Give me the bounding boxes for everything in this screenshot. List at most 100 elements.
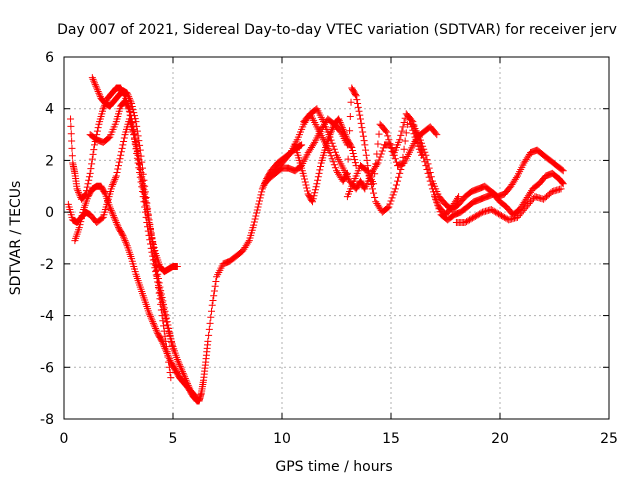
- data-point: [253, 209, 261, 217]
- data-point: [311, 186, 319, 194]
- data-point: [302, 181, 310, 189]
- data-point: [75, 188, 83, 196]
- data-point: [525, 200, 533, 208]
- data-point: [85, 176, 93, 184]
- data-point: [399, 123, 407, 131]
- data-point: [373, 161, 381, 169]
- data-point: [326, 149, 334, 157]
- data-point: [326, 131, 334, 139]
- data-point: [477, 209, 485, 217]
- data-point: [311, 189, 319, 197]
- data-point: [346, 127, 354, 135]
- data-point: [396, 136, 404, 144]
- data-point: [93, 84, 101, 92]
- data-point: [212, 278, 220, 286]
- data-point: [559, 180, 567, 188]
- data-point: [436, 208, 444, 216]
- data-point: [356, 111, 364, 119]
- data-point: [149, 238, 157, 246]
- data-point: [210, 287, 218, 295]
- x-tick-label: 20: [491, 431, 509, 447]
- data-point: [354, 103, 362, 111]
- data-point: [522, 203, 530, 211]
- data-point: [418, 139, 426, 147]
- data-point: [386, 140, 394, 148]
- data-point: [327, 152, 335, 160]
- data-point: [125, 103, 133, 111]
- data-point: [373, 150, 381, 158]
- data-point: [169, 345, 177, 353]
- data-point: [335, 115, 343, 123]
- data-point: [111, 215, 119, 223]
- data-point: [300, 172, 308, 180]
- data-point: [157, 290, 165, 298]
- data-point: [109, 181, 117, 189]
- data-point: [165, 358, 173, 366]
- data-point: [133, 147, 141, 155]
- data-point: [427, 173, 435, 181]
- data-point: [91, 141, 99, 149]
- data-point: [110, 177, 118, 185]
- data-point: [107, 205, 115, 213]
- x-tick-label: 0: [60, 431, 69, 447]
- data-point: [110, 213, 118, 221]
- data-point: [157, 287, 165, 295]
- data-point: [558, 166, 566, 174]
- data-point: [67, 130, 75, 138]
- x-axis-label: GPS time / hours: [275, 459, 392, 475]
- data-point: [141, 194, 149, 202]
- data-point: [392, 181, 400, 189]
- data-point: [122, 238, 130, 246]
- data-point: [136, 146, 144, 154]
- data-point: [120, 134, 128, 142]
- data-point: [359, 128, 367, 136]
- data-point: [329, 158, 337, 166]
- data-point: [453, 194, 461, 202]
- data-point: [310, 192, 318, 200]
- data-point: [343, 169, 351, 177]
- data-point: [130, 130, 138, 138]
- data-point: [163, 318, 171, 326]
- data-point: [83, 183, 91, 191]
- data-point: [558, 179, 566, 187]
- data-point: [499, 212, 507, 220]
- data-point: [301, 178, 309, 186]
- data-point: [476, 210, 484, 218]
- data-point: [431, 193, 439, 201]
- data-point: [329, 142, 337, 150]
- data-point: [356, 115, 364, 123]
- data-point: [402, 129, 410, 137]
- data-point: [521, 205, 529, 213]
- data-point: [461, 218, 469, 226]
- data-point: [396, 169, 404, 177]
- data-point: [395, 173, 403, 181]
- data-point: [151, 246, 159, 254]
- data-point: [125, 105, 133, 113]
- data-point: [362, 151, 370, 159]
- data-point: [99, 105, 107, 113]
- data-point: [135, 156, 143, 164]
- y-tick-label: 6: [45, 50, 54, 66]
- data-point: [73, 185, 81, 193]
- data-point: [93, 86, 101, 94]
- data-point: [244, 238, 252, 246]
- data-point: [120, 235, 128, 243]
- data-point: [162, 311, 170, 319]
- data-point: [90, 77, 98, 85]
- data-point: [309, 195, 317, 203]
- data-point: [314, 176, 322, 184]
- data-point: [125, 93, 133, 101]
- y-tick-label: -4: [40, 309, 54, 325]
- data-point: [558, 178, 566, 186]
- data-point: [357, 119, 365, 127]
- data-point: [131, 134, 139, 142]
- data-point: [128, 119, 136, 127]
- data-point: [176, 361, 184, 369]
- data-point: [502, 214, 510, 222]
- data-point: [317, 162, 325, 170]
- data-point: [112, 218, 120, 226]
- data-point: [204, 337, 212, 345]
- data-point: [208, 301, 216, 309]
- data-point: [68, 144, 76, 152]
- data-point: [384, 132, 392, 140]
